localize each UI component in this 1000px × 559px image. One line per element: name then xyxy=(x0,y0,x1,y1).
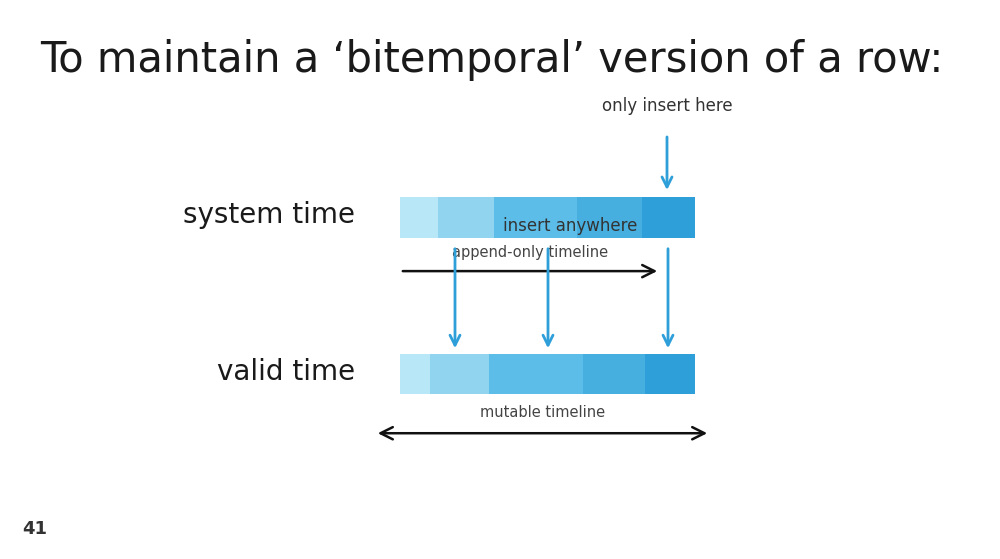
Bar xyxy=(438,197,494,238)
Bar xyxy=(577,197,642,238)
Text: system time: system time xyxy=(183,201,355,229)
Bar xyxy=(400,354,430,394)
Text: append-only timeline: append-only timeline xyxy=(452,245,608,260)
Bar xyxy=(642,197,695,238)
Text: 41: 41 xyxy=(22,520,47,538)
Text: only insert here: only insert here xyxy=(602,97,732,115)
Bar xyxy=(645,354,695,394)
Bar xyxy=(494,197,577,238)
Text: mutable timeline: mutable timeline xyxy=(480,405,605,420)
Bar xyxy=(583,354,645,394)
Bar xyxy=(489,354,583,394)
Text: insert anywhere: insert anywhere xyxy=(503,217,637,235)
Text: valid time: valid time xyxy=(217,358,355,386)
Text: To maintain a ‘bitemporal’ version of a row:: To maintain a ‘bitemporal’ version of a … xyxy=(40,39,943,81)
Bar xyxy=(430,354,488,394)
Bar xyxy=(400,197,438,238)
